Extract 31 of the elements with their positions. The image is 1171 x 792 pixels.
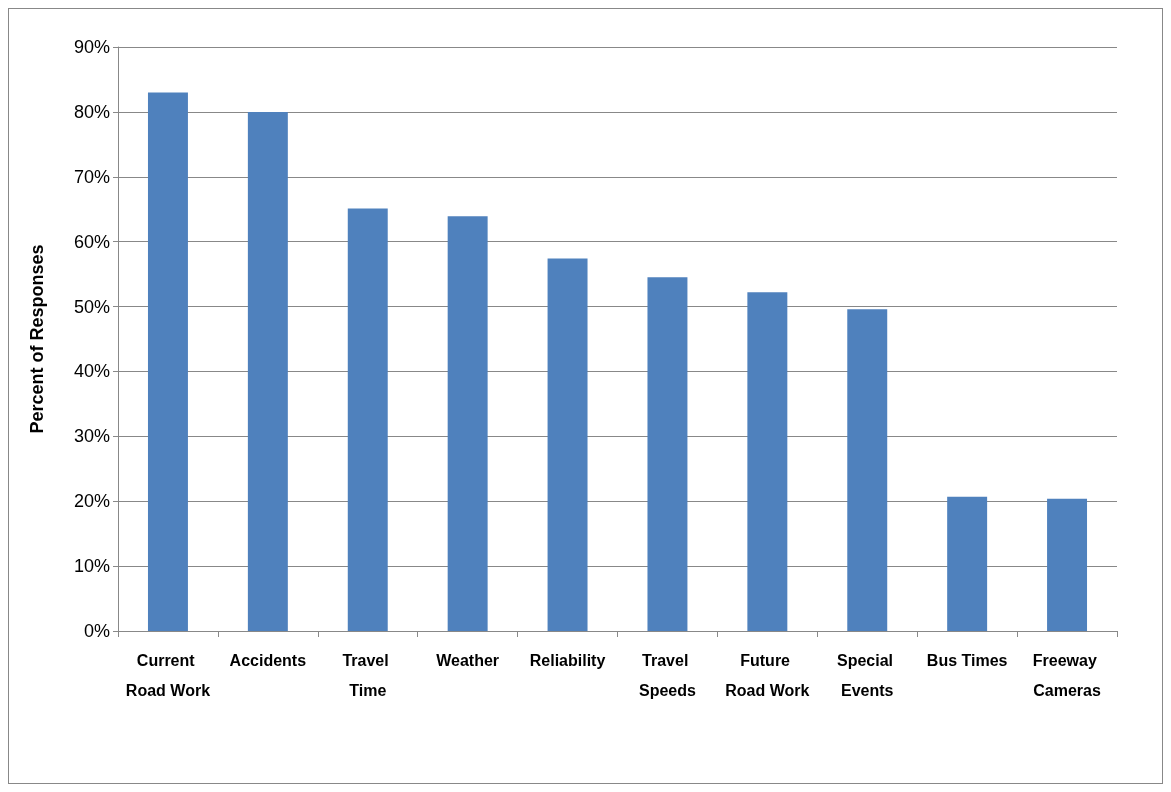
y-tick-label: 90% (73, 37, 110, 57)
bar (747, 292, 788, 631)
bar (347, 208, 388, 631)
y-tick-label: 10% (73, 556, 110, 577)
bar (447, 216, 488, 631)
x-tick-label: Travel Speeds (638, 651, 696, 699)
bar (547, 258, 588, 631)
y-tick-label: 0% (83, 621, 110, 641)
x-tick-label: Travel Time (342, 651, 394, 699)
y-tick-label: 30% (73, 426, 110, 447)
x-tick-label: Accidents (229, 651, 307, 669)
bar (1047, 498, 1088, 631)
x-tick-label: Bus Times (926, 651, 1008, 669)
y-tick-label: 80% (73, 101, 110, 122)
bar (647, 277, 688, 631)
y-tick-label: 60% (73, 231, 110, 252)
bar (847, 309, 888, 631)
x-tick-label: Reliability (529, 651, 606, 669)
bar (147, 92, 188, 631)
x-tick-label: Special Events (837, 651, 898, 699)
x-tick-label: Future Road Work (725, 651, 810, 699)
y-tick-label: 40% (73, 361, 110, 382)
y-tick-label: 20% (73, 491, 110, 512)
bar (247, 111, 288, 631)
y-tick-label: 70% (73, 166, 110, 187)
y-axis-title: Percent of Responses (27, 244, 47, 434)
x-tick-label: Weather (436, 651, 500, 669)
x-tick-label: Freeway Cameras (1032, 651, 1102, 699)
y-tick-label: 50% (73, 296, 110, 317)
x-tick-label: Current Road Work (125, 651, 211, 699)
bar (947, 496, 988, 631)
